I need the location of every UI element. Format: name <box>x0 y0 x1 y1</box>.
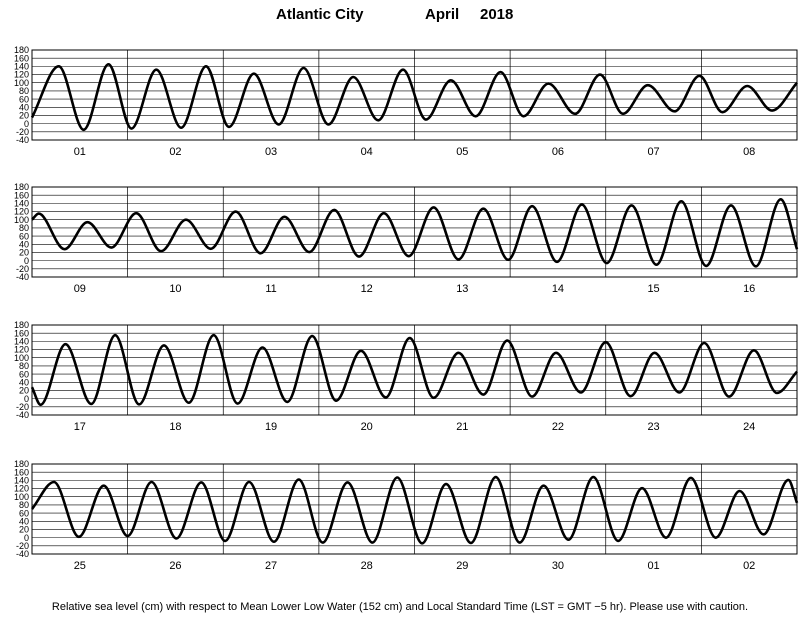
y-tick-label: 120 <box>14 345 29 355</box>
y-tick-label: 0 <box>24 394 29 404</box>
day-label: 29 <box>456 560 468 572</box>
sea-level-line <box>30 333 798 407</box>
y-tick-label: 180 <box>14 459 29 469</box>
y-tick-label: 160 <box>14 53 29 63</box>
y-tick-label: 40 <box>19 239 29 249</box>
y-tick-label: 100 <box>14 353 29 363</box>
y-tick-label: 0 <box>24 119 29 129</box>
y-tick-label: 20 <box>19 525 29 535</box>
day-label: 28 <box>361 560 373 572</box>
panel-frame <box>31 324 798 416</box>
day-label: 01 <box>647 560 659 572</box>
day-label: 27 <box>265 560 277 572</box>
y-tick-label: 40 <box>19 377 29 387</box>
day-label: 03 <box>265 146 277 158</box>
y-tick-label: 20 <box>19 248 29 258</box>
y-tick-label: 120 <box>14 484 29 494</box>
y-tick-label: 180 <box>14 45 29 55</box>
day-label: 26 <box>169 560 181 572</box>
y-tick-label: 60 <box>19 94 29 104</box>
day-label: 13 <box>456 283 468 295</box>
y-tick-label: 120 <box>14 207 29 217</box>
day-label: 19 <box>265 421 277 433</box>
y-tick-label: -40 <box>16 549 29 559</box>
y-tick-label: 80 <box>19 500 29 510</box>
y-tick-label: -20 <box>16 402 29 412</box>
sea-level-line <box>30 475 799 545</box>
y-tick-label: 60 <box>19 231 29 241</box>
day-label: 30 <box>552 560 564 572</box>
y-tick-label: 100 <box>14 78 29 88</box>
y-tick-label: 160 <box>14 467 29 477</box>
y-tick-label: 40 <box>19 516 29 526</box>
y-tick-label: 40 <box>19 102 29 112</box>
chart-title-station: Atlantic City <box>276 6 364 23</box>
day-label: 17 <box>74 421 86 433</box>
sea-level-line <box>30 63 798 132</box>
day-label: 10 <box>169 283 181 295</box>
y-tick-label: 120 <box>14 70 29 80</box>
panel-frame <box>31 186 798 278</box>
day-label: 08 <box>743 146 755 158</box>
y-tick-label: 140 <box>14 62 29 72</box>
y-tick-label: -40 <box>16 272 29 282</box>
y-tick-label: 20 <box>19 111 29 121</box>
y-tick-label: 80 <box>19 86 29 96</box>
day-label: 07 <box>647 146 659 158</box>
y-tick-label: -40 <box>16 410 29 420</box>
day-label: 02 <box>743 560 755 572</box>
y-tick-label: -20 <box>16 541 29 551</box>
y-tick-label: 140 <box>14 199 29 209</box>
chart-title-year: 2018 <box>480 6 514 23</box>
day-label: 23 <box>647 421 659 433</box>
day-label: 05 <box>456 146 468 158</box>
y-tick-label: -40 <box>16 135 29 145</box>
day-label: 21 <box>456 421 468 433</box>
day-label: 12 <box>361 283 373 295</box>
y-tick-label: 0 <box>24 533 29 543</box>
day-label: 25 <box>74 560 86 572</box>
chart-footnote: Relative sea level (cm) with respect to … <box>51 601 749 613</box>
day-label: 11 <box>265 283 276 295</box>
y-tick-label: 100 <box>14 492 29 502</box>
y-tick-label: 60 <box>19 508 29 518</box>
day-label: 15 <box>647 283 659 295</box>
day-label: 09 <box>74 283 86 295</box>
day-label: 14 <box>552 283 564 295</box>
day-label: 04 <box>361 146 373 158</box>
y-tick-label: -20 <box>16 127 29 137</box>
y-tick-label: 20 <box>19 386 29 396</box>
y-tick-label: 180 <box>14 320 29 330</box>
y-tick-label: 180 <box>14 182 29 192</box>
day-label: 22 <box>552 421 564 433</box>
y-tick-label: 100 <box>14 215 29 225</box>
y-tick-label: 80 <box>19 223 29 233</box>
y-tick-label: 80 <box>19 361 29 371</box>
y-tick-label: 0 <box>24 256 29 266</box>
y-tick-label: 60 <box>19 369 29 379</box>
chart-title-month: April <box>425 6 460 23</box>
day-label: 02 <box>169 146 181 158</box>
y-tick-label: 140 <box>14 337 29 347</box>
day-label: 24 <box>743 421 755 433</box>
day-label: 01 <box>74 146 86 158</box>
day-label: 18 <box>169 421 181 433</box>
sea-level-line <box>31 197 799 268</box>
y-tick-label: 160 <box>14 190 29 200</box>
day-label: 16 <box>743 283 755 295</box>
y-tick-label: 140 <box>14 476 29 486</box>
day-label: 06 <box>552 146 564 158</box>
y-tick-label: 160 <box>14 328 29 338</box>
y-tick-label: -20 <box>16 264 29 274</box>
panel-frame <box>31 49 798 141</box>
day-label: 20 <box>361 421 373 433</box>
